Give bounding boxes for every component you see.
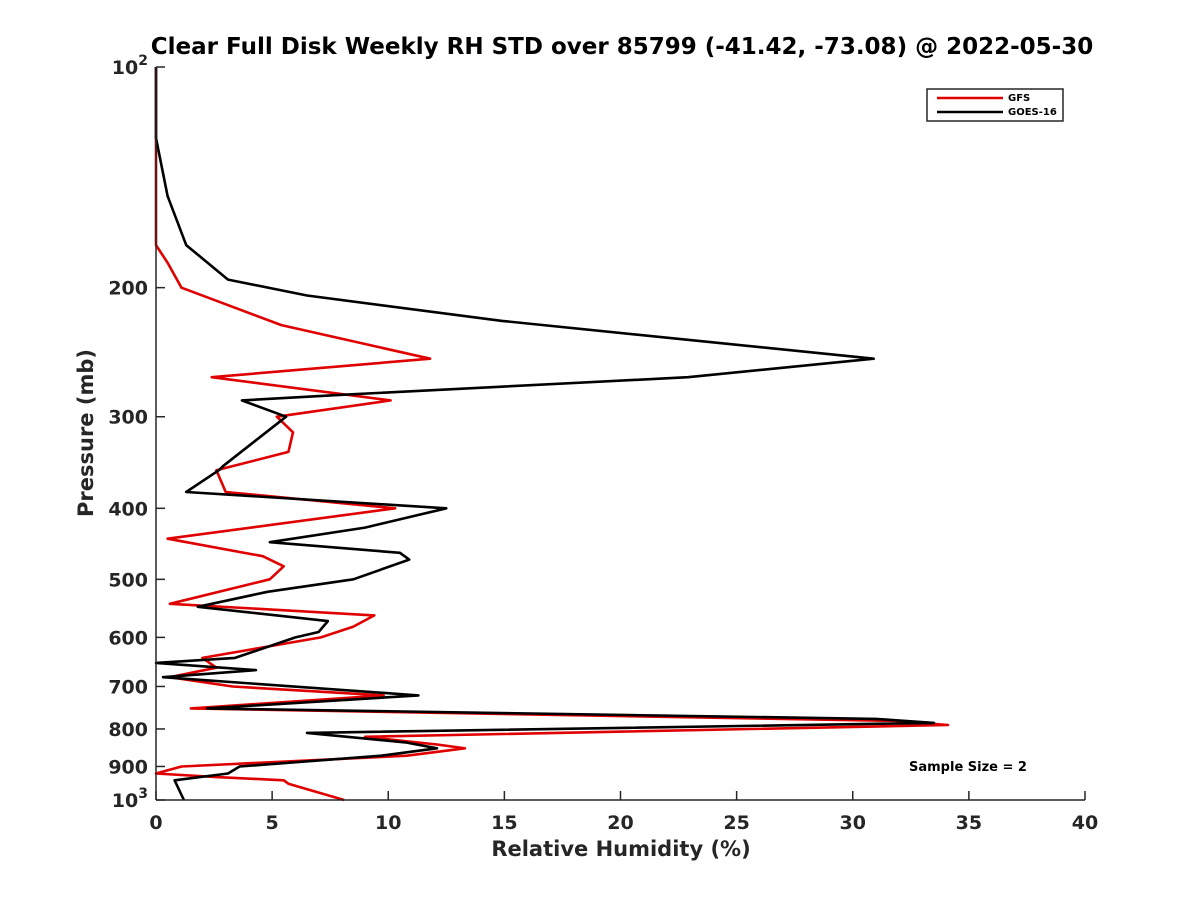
y-tick-label: 700 xyxy=(108,676,148,698)
y-tick-label: 900 xyxy=(108,756,148,778)
y-tick-label: 500 xyxy=(108,569,148,591)
y-tick-label: 300 xyxy=(108,407,148,429)
legend-label-gfs: GFS xyxy=(1008,93,1030,104)
series-layer xyxy=(154,67,950,802)
y-axis-label: Pressure (mb) xyxy=(74,349,98,517)
axes-layer: 0 5 10 15 20 25 30 35 40 102 200 300 400 500 600 700 800… xyxy=(108,53,1098,834)
x-tick-label: 0 xyxy=(149,812,162,834)
y-tick-label: 800 xyxy=(108,719,148,741)
y-tick-label: 103 xyxy=(112,786,148,812)
y-tick-label: 102 xyxy=(112,53,148,79)
legend: GFS GOES-16 xyxy=(926,88,1064,122)
x-tick-label: 25 xyxy=(723,812,749,834)
x-tick-label: 5 xyxy=(266,812,279,834)
x-tick-label: 40 xyxy=(1072,812,1098,834)
x-tick-label: 20 xyxy=(607,812,633,834)
legend-box xyxy=(926,88,1064,122)
y-tick-label: 200 xyxy=(108,278,148,300)
x-tick-label: 10 xyxy=(375,812,401,834)
legend-label-goes16: GOES-16 xyxy=(1008,107,1057,118)
series-line-goes16 xyxy=(154,67,936,801)
x-tick-label: 30 xyxy=(840,812,866,834)
x-tick-label: 15 xyxy=(491,812,517,834)
sample-size-annotation: Sample Size = 2 xyxy=(909,760,1027,775)
y-tick-label: 600 xyxy=(108,627,148,649)
x-axis-label: Relative Humidity (%) xyxy=(491,837,750,861)
x-tick-label: 35 xyxy=(956,812,982,834)
y-tick-label: 400 xyxy=(108,498,148,520)
series-line-gfs xyxy=(154,67,950,802)
chart-title: Clear Full Disk Weekly RH STD over 85799… xyxy=(151,34,1093,60)
